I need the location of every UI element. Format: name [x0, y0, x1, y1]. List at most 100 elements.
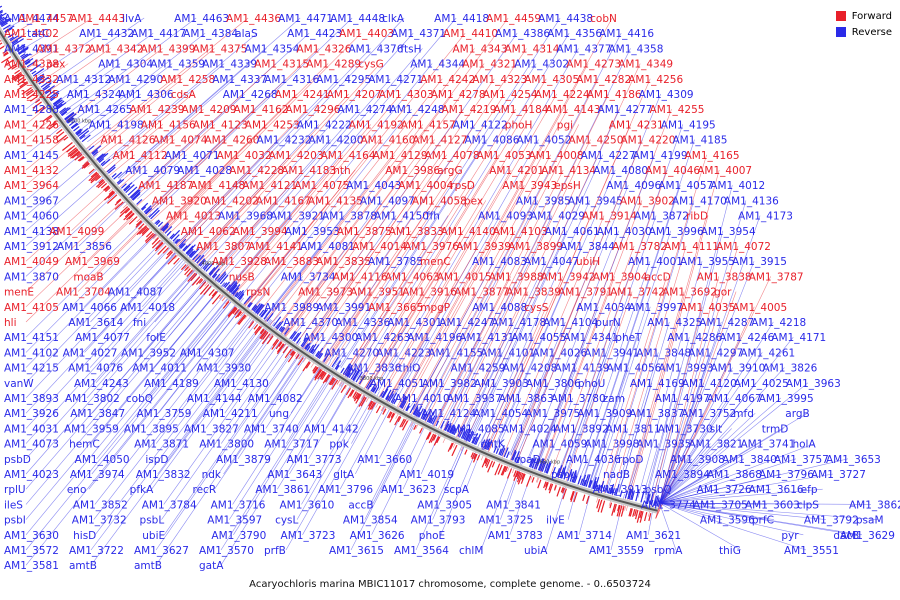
- forward-gene-mark: [14, 69, 21, 75]
- reverse-gene-mark: [37, 76, 46, 83]
- reverse-gene-mark: [399, 395, 407, 408]
- label-connector: [263, 124, 424, 335]
- reverse-gene-mark: [129, 189, 140, 198]
- label-connector: [45, 17, 145, 87]
- forward-gene-mark: [17, 76, 25, 83]
- forward-gene-mark: [145, 233, 156, 244]
- legend-reverse-label: Reverse: [851, 26, 892, 38]
- label-connector: [607, 428, 629, 490]
- gene-label: AM1_3714: [557, 530, 612, 542]
- gene-label: AM1_4144: [187, 393, 242, 405]
- forward-gene-mark: [473, 453, 477, 460]
- forward-gene-mark: [401, 420, 409, 431]
- label-connector: [94, 304, 252, 505]
- label-connector: [235, 324, 278, 383]
- backbone-inner: [0, 29, 658, 512]
- gene-label: AM1_4438: [538, 13, 593, 25]
- gene-label: AM1_4046: [645, 165, 700, 177]
- forward-gene-mark: [165, 251, 174, 260]
- reverse-gene-mark: [468, 431, 475, 443]
- reverse-gene-mark: [162, 225, 169, 232]
- reverse-gene-mark: [367, 379, 374, 390]
- reverse-gene-mark: [150, 209, 160, 220]
- reverse-gene-mark: [537, 458, 544, 471]
- gene-label: AM1_4007: [697, 165, 752, 177]
- reverse-gene-mark: [493, 445, 498, 453]
- gene-label: AM1_3861: [255, 484, 310, 496]
- reverse-gene-mark: [196, 254, 205, 264]
- gene-label: AM1_4063: [385, 271, 440, 283]
- label-connector: [25, 188, 107, 262]
- label-connector: [266, 245, 323, 317]
- label-connector: [289, 373, 351, 475]
- forward-gene-mark: [340, 384, 347, 394]
- reverse-gene-mark: [646, 494, 651, 505]
- gene-label: AM1_3621: [626, 530, 681, 542]
- gene-label: AM1_4074: [152, 135, 207, 147]
- reverse-gene-mark: [284, 327, 290, 335]
- gene-label: AM1_4337: [212, 74, 267, 86]
- reverse-gene-mark: [0, 18, 12, 27]
- reverse-gene-mark: [346, 368, 353, 377]
- gene-label: AM1_4474: [4, 13, 59, 25]
- forward-gene-mark: [88, 168, 95, 175]
- gene-label: AM1_4286: [667, 332, 722, 344]
- reverse-gene-mark: [189, 250, 196, 258]
- gene-label: AM1_4410: [443, 28, 498, 40]
- forward-gene-mark: [358, 396, 366, 408]
- forward-gene-mark: [451, 444, 458, 457]
- label-connector: [88, 297, 243, 490]
- reverse-gene-mark: [342, 363, 351, 375]
- gene-label: AM1_3653: [826, 454, 881, 466]
- gene-label: AM1_4032: [217, 150, 272, 162]
- forward-gene-mark: [634, 509, 637, 517]
- label-connector: [0, 32, 27, 49]
- reverse-gene-mark: [256, 304, 265, 315]
- forward-gene-mark: [295, 354, 300, 360]
- reverse-gene-mark: [572, 474, 577, 483]
- gene-label: AM1_4277: [598, 104, 653, 116]
- label-connector: [498, 215, 605, 468]
- reverse-gene-mark: [9, 35, 19, 42]
- gene-label: AM1_3732: [72, 515, 127, 527]
- label-connector: [296, 276, 355, 358]
- gene-label: AM1_4030: [597, 226, 652, 238]
- gene-label: cobQ: [126, 393, 153, 405]
- label-connector: [185, 184, 265, 270]
- label-connector: [334, 17, 561, 365]
- reverse-gene-mark: [483, 439, 489, 449]
- gene-label: AM1_4260: [204, 135, 259, 147]
- gene-label: AM1_4034: [576, 302, 631, 314]
- forward-gene-mark: [297, 357, 304, 366]
- reverse-gene-mark: [317, 352, 322, 359]
- forward-gene-mark: [166, 250, 172, 256]
- forward-gene-mark: [180, 264, 187, 271]
- forward-gene-mark: [573, 492, 578, 503]
- label-connector: [442, 139, 591, 444]
- gene-label: AM1_3811: [606, 423, 661, 435]
- reverse-gene-mark: [484, 438, 491, 450]
- gene-label: AM1_4343: [452, 43, 507, 55]
- reverse-gene-mark: [306, 345, 311, 351]
- gene-label: AM1_3967: [4, 195, 59, 207]
- gene-label: AM1_4384: [183, 28, 238, 40]
- forward-gene-mark: [369, 401, 375, 410]
- reverse-gene-mark: [345, 364, 353, 377]
- label-connector: [360, 230, 464, 400]
- gene-label: AM1_3997: [628, 302, 683, 314]
- gene-label: AM1_4027: [63, 347, 118, 359]
- reverse-gene-mark: [169, 233, 175, 239]
- reverse-gene-mark: [59, 107, 69, 115]
- reverse-gene-mark: [334, 360, 342, 370]
- label-connector: [25, 272, 214, 490]
- label-connector: [324, 261, 391, 358]
- label-connector: [163, 331, 288, 505]
- label-connector: [273, 306, 287, 322]
- reverse-gene-mark: [584, 474, 589, 487]
- label-connector: [282, 139, 435, 349]
- forward-gene-mark: [388, 411, 393, 419]
- reverse-gene-mark: [602, 484, 606, 493]
- gene-label: AM1_3991: [316, 302, 371, 314]
- label-connector: [380, 276, 459, 411]
- label-connector: [240, 63, 433, 297]
